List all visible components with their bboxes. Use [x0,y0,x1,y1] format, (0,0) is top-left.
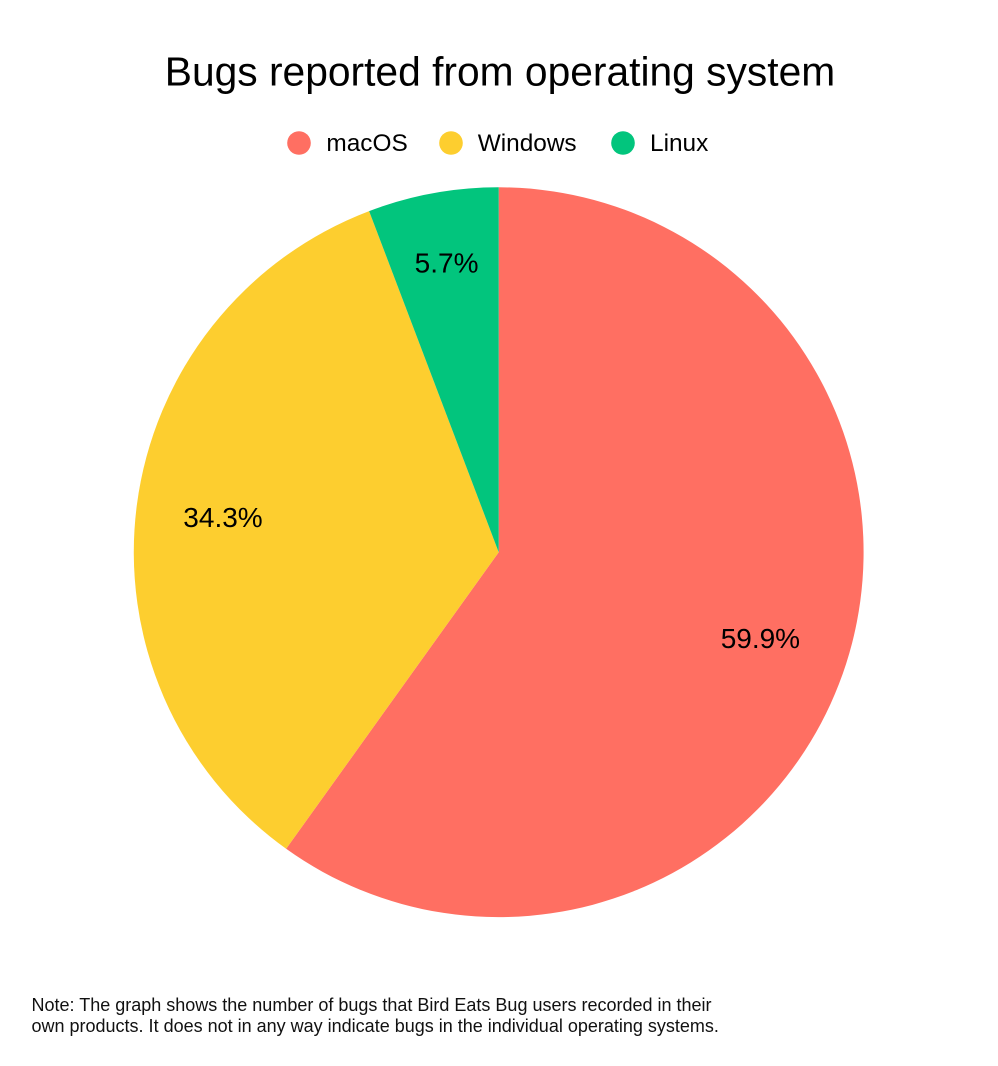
svg-text:Linux: Linux [650,130,708,157]
svg-text:34.3%: 34.3% [183,502,262,533]
svg-text:Windows: Windows [478,130,577,157]
svg-text:Bugs reported from operating s: Bugs reported from operating system [165,49,835,95]
svg-text:own products. It does not in a: own products. It does not in any way ind… [32,1016,719,1036]
svg-text:Note: The graph shows the numb: Note: The graph shows the number of bugs… [32,995,712,1015]
svg-text:macOS: macOS [326,130,407,157]
svg-text:5.7%: 5.7% [415,247,479,278]
svg-text:59.9%: 59.9% [721,623,800,654]
